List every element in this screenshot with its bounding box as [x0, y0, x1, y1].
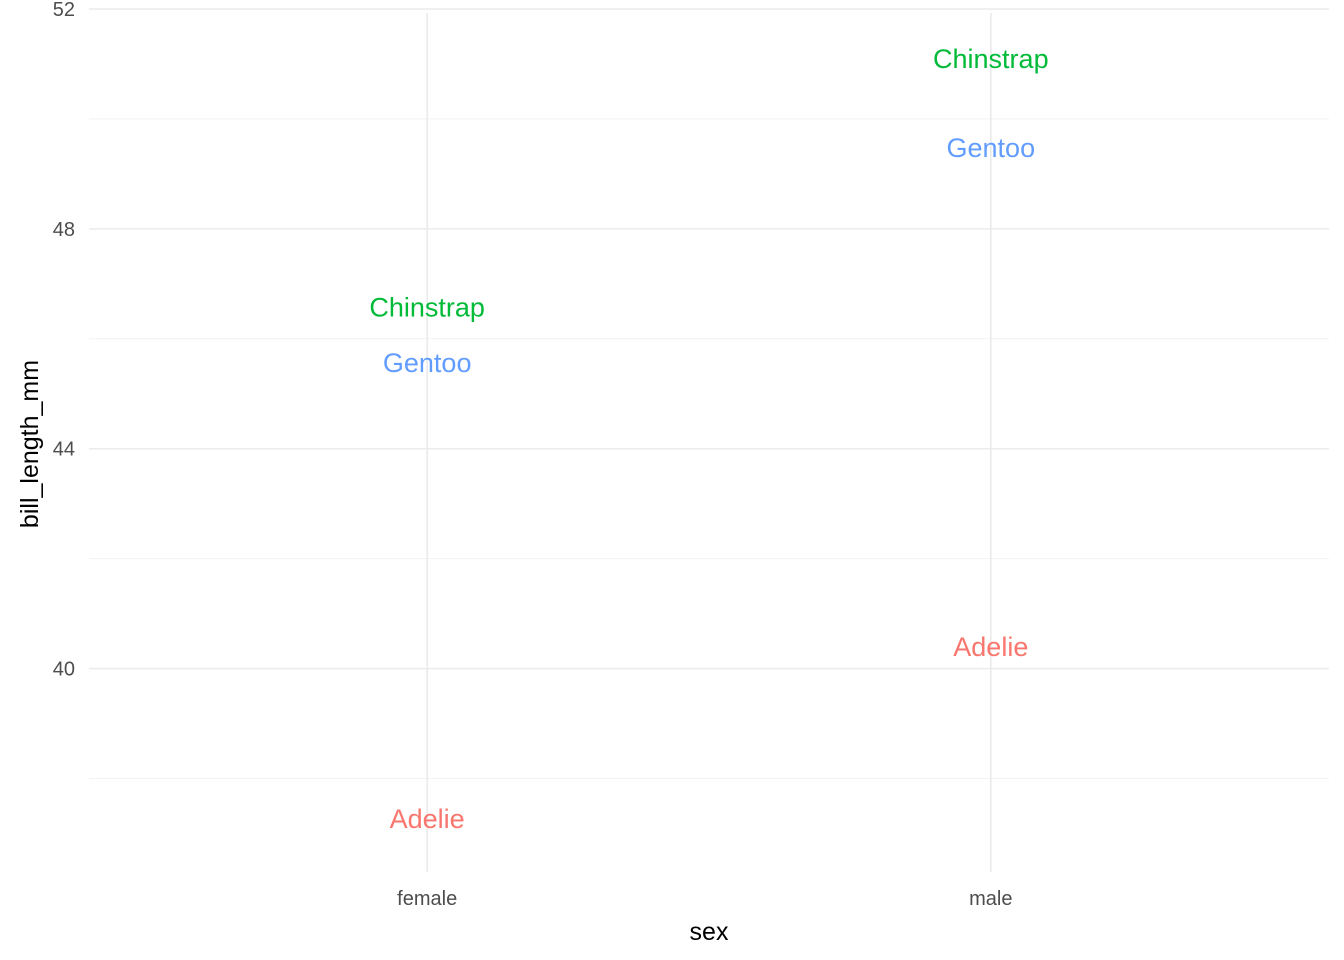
data-labels: Adelie Adelie Chinstrap Chinstrap Gentoo Gent…: [369, 44, 1048, 834]
minor-gridlines: [89, 118, 1329, 780]
data-label-adelie: Adelie: [953, 632, 1028, 662]
data-label-adelie: Adelie: [390, 804, 465, 834]
data-label-gentoo: Gentoo: [383, 348, 472, 378]
major-gridlines-x: [426, 13, 992, 872]
y-axis-title: bill_length_mm: [16, 360, 44, 528]
y-tick-label: 48: [53, 219, 75, 241]
x-tick-label: female: [397, 888, 457, 910]
x-tick-label: male: [969, 888, 1012, 910]
y-axis-tick-labels: 40 44 48 52: [53, 0, 75, 681]
data-label-chinstrap: Chinstrap: [369, 292, 485, 322]
data-label-gentoo: Gentoo: [947, 133, 1036, 163]
y-tick-label: 40: [53, 659, 75, 681]
data-label-chinstrap: Chinstrap: [933, 44, 1049, 74]
major-gridlines-y: [89, 8, 1329, 670]
y-tick-label: 52: [53, 0, 75, 21]
x-axis-title: sex: [690, 918, 729, 946]
x-axis-tick-labels: female male: [397, 888, 1012, 910]
y-tick-label: 44: [53, 439, 75, 461]
